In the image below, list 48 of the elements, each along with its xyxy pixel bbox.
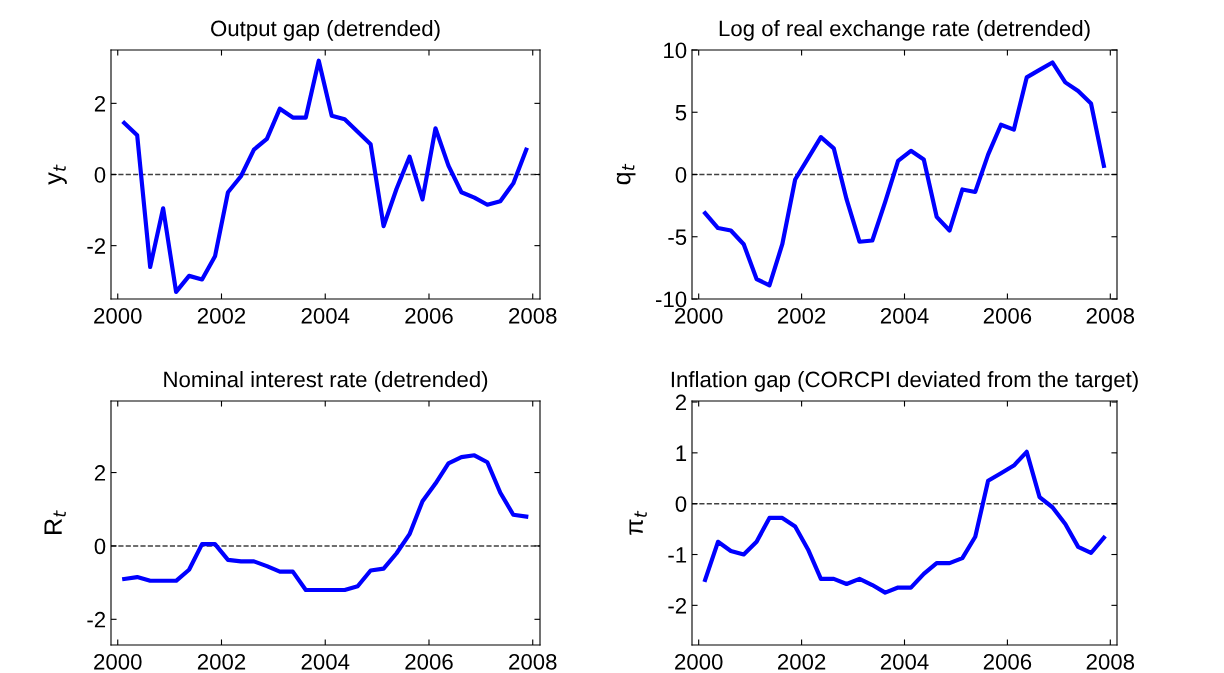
x-tick-label: 2008	[1086, 653, 1135, 670]
line-series	[703, 449, 1106, 595]
x-tick-label: 2000	[94, 307, 142, 324]
x-tick-label: 2000	[675, 307, 723, 324]
y-tick-label: -2	[87, 611, 106, 628]
x-tick-label: 2004	[301, 653, 350, 670]
y-tick-label: 1	[676, 445, 687, 461]
x-tick-label: 2002	[197, 307, 246, 324]
chart-title: Inflation gap (CORCPI deviated from the target)	[671, 371, 1138, 392]
x-tick-label: 2004	[880, 307, 929, 324]
y-tick-label: 5	[675, 105, 687, 121]
x-tick-label: 2004	[880, 653, 929, 670]
chart-title: Nominal interest rate (detrended)	[164, 371, 488, 392]
y-tick-label: -10	[656, 291, 687, 308]
y-axis-title: q$_{t}$	[616, 163, 636, 185]
line-series	[122, 453, 529, 593]
y-tick-label: -2	[668, 597, 687, 614]
x-tick-label: 2000	[675, 653, 723, 670]
x-tick-label: 2004	[301, 307, 350, 324]
y-axis-title: y$_{t}$	[48, 164, 67, 185]
chart-title: Output gap (detrended)	[211, 20, 440, 41]
x-tick-label: 2008	[509, 653, 557, 670]
x-tick-label: 2002	[778, 653, 826, 670]
y-tick-label: 2	[675, 394, 687, 411]
y-tick-label: 0	[94, 538, 106, 555]
y-tick-label: -1	[668, 547, 687, 563]
x-tick-label: 2008	[509, 307, 557, 324]
y-tick-label: 2	[94, 465, 106, 481]
x-tick-label: 2000	[94, 653, 142, 670]
y-tick-label: -2	[87, 238, 106, 254]
y-tick-label: 10	[664, 42, 687, 59]
y-axis-title: R$_{t}$	[44, 510, 66, 534]
chart-title: Log of real exchange rate (detrended)	[719, 20, 1090, 41]
x-tick-label: 2006	[405, 653, 453, 670]
x-tick-label: 2006	[983, 307, 1032, 324]
y-tick-label: 0	[675, 167, 687, 183]
y-tick-label: 2	[94, 95, 106, 112]
x-tick-label: 2006	[983, 653, 1032, 670]
line-series	[122, 58, 529, 294]
line-series	[703, 60, 1106, 288]
x-tick-label: 2006	[405, 307, 453, 324]
y-tick-label: 0	[94, 167, 106, 183]
y-axis-title: π$_{t}$	[629, 510, 647, 535]
x-tick-label: 2002	[778, 307, 826, 324]
y-tick-label: -5	[668, 229, 687, 246]
x-tick-label: 2002	[197, 653, 246, 670]
y-tick-label: 0	[675, 496, 687, 512]
x-tick-label: 2008	[1086, 307, 1135, 324]
